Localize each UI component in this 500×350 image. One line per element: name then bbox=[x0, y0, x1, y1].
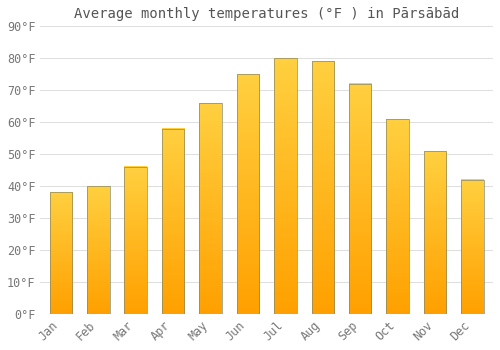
Bar bbox=[124, 167, 147, 314]
Title: Average monthly temperatures (°F ) in Pārsābād: Average monthly temperatures (°F ) in Pā… bbox=[74, 7, 460, 21]
Bar bbox=[236, 74, 259, 314]
Bar bbox=[200, 103, 222, 314]
Bar bbox=[50, 193, 72, 314]
Bar bbox=[274, 58, 296, 314]
Bar bbox=[162, 128, 184, 314]
Bar bbox=[462, 180, 483, 314]
Bar bbox=[349, 84, 372, 314]
Bar bbox=[87, 186, 110, 314]
Bar bbox=[386, 119, 409, 314]
Bar bbox=[312, 62, 334, 314]
Bar bbox=[424, 151, 446, 314]
